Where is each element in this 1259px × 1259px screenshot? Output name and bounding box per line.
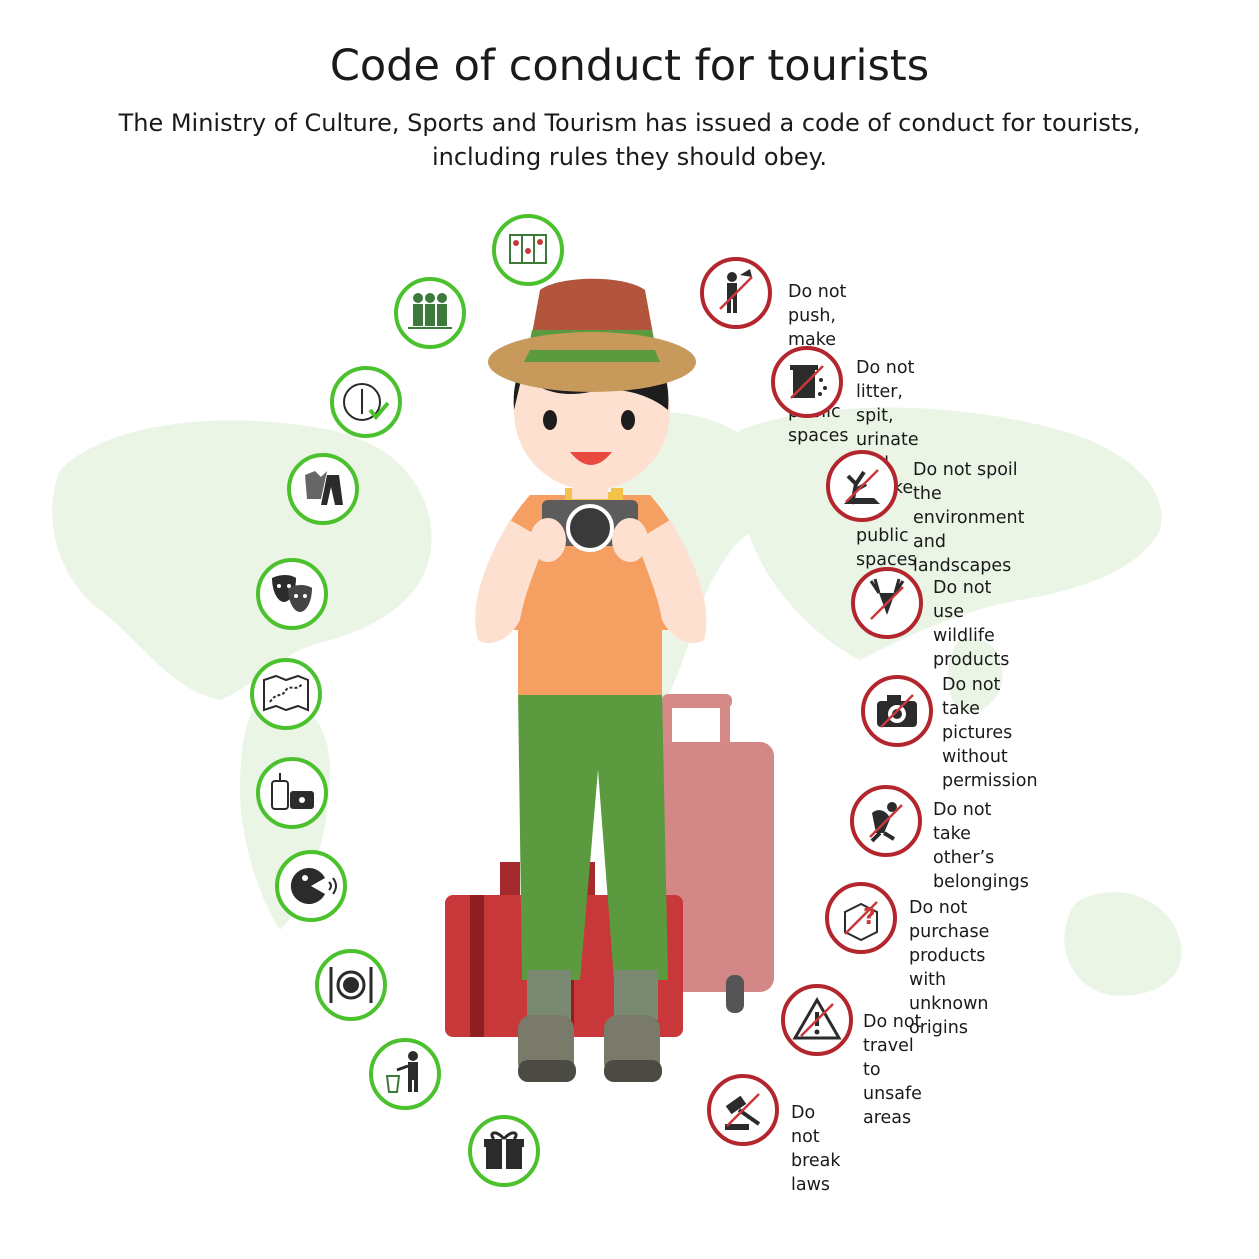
shouting-person-icon xyxy=(700,257,772,329)
dont-label: Do not take pictures without permission xyxy=(942,675,1038,791)
luggage-icon xyxy=(256,757,328,829)
dont-label: Do not use wildlife products xyxy=(933,578,1010,670)
boots-illustration xyxy=(518,970,662,1082)
unknown-box-icon: ? xyxy=(825,882,897,954)
page-subtitle: The Ministry of Culture, Sports and Tour… xyxy=(118,109,1141,171)
queue-icon xyxy=(394,277,466,349)
dont-label: Do not travel to unsafe areas xyxy=(863,1012,922,1128)
page-title: Code of conduct for tourists xyxy=(329,41,930,91)
clothes-icon xyxy=(287,453,359,525)
clock-check-icon xyxy=(330,366,402,438)
speaking-face-icon xyxy=(275,850,347,922)
gift-box-icon xyxy=(468,1115,540,1187)
deer-head-icon xyxy=(851,567,923,639)
theater-masks-icon xyxy=(256,558,328,630)
plate-cutlery-icon xyxy=(315,949,387,1021)
recycle-bin-icon xyxy=(369,1038,441,1110)
hat-illustration xyxy=(488,278,696,392)
dont-label: Do not take other’s belongings xyxy=(933,800,1029,892)
dont-label: Do not break laws xyxy=(791,1103,841,1195)
camera-icon xyxy=(861,675,933,747)
trousers-illustration xyxy=(518,690,668,980)
map-pins-icon xyxy=(492,214,564,286)
dead-tree-icon xyxy=(826,450,898,522)
dont-label: Do not purchase products with unknown or… xyxy=(909,898,990,1038)
dont-label: Do not spoil the environment and landsca… xyxy=(913,460,1025,576)
route-map-icon xyxy=(250,658,322,730)
warning-sign-icon xyxy=(781,984,853,1056)
thief-icon xyxy=(850,785,922,857)
trash-can-icon xyxy=(771,346,843,418)
gavel-icon xyxy=(707,1074,779,1146)
tourist-illustration xyxy=(445,278,774,1082)
